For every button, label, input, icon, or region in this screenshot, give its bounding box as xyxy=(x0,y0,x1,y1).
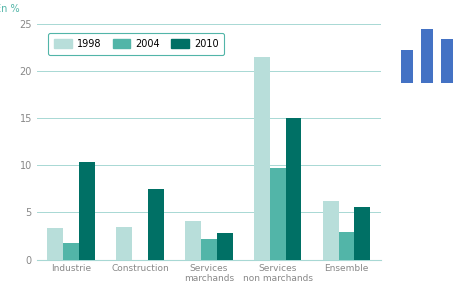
Bar xyxy=(185,221,201,260)
Bar xyxy=(401,50,413,83)
Bar xyxy=(323,201,339,260)
Bar xyxy=(148,189,164,260)
Bar xyxy=(201,239,217,260)
Bar xyxy=(339,232,354,260)
Bar xyxy=(354,207,370,260)
Bar xyxy=(217,233,233,260)
Bar xyxy=(441,39,453,83)
Legend: 1998, 2004, 2010: 1998, 2004, 2010 xyxy=(49,33,224,55)
Bar xyxy=(421,29,433,83)
Bar xyxy=(116,227,132,260)
Bar xyxy=(254,57,270,260)
Bar xyxy=(79,162,95,260)
Bar xyxy=(63,242,79,260)
Bar xyxy=(47,228,63,260)
Bar xyxy=(285,118,302,260)
Bar xyxy=(270,168,285,260)
Text: En %: En % xyxy=(0,4,20,14)
